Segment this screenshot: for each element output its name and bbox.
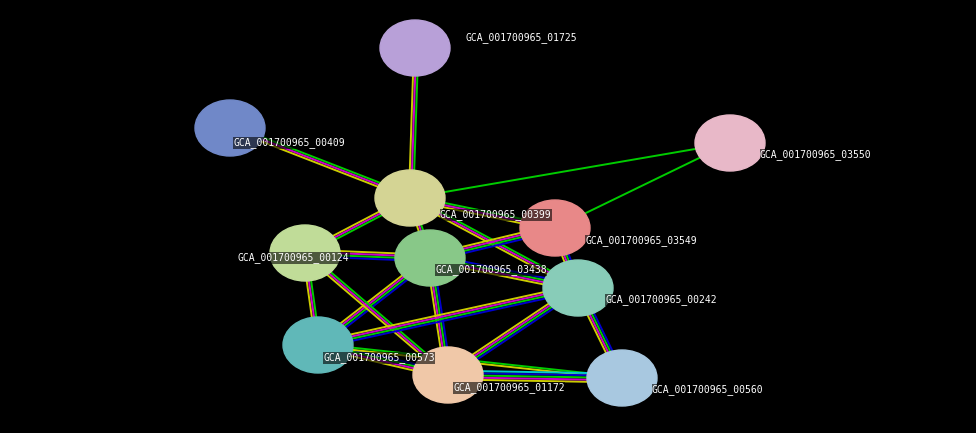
Ellipse shape — [283, 317, 353, 373]
Ellipse shape — [380, 20, 450, 76]
Ellipse shape — [195, 100, 265, 156]
Ellipse shape — [270, 225, 340, 281]
Ellipse shape — [375, 170, 445, 226]
Text: GCA_001700965_00560: GCA_001700965_00560 — [652, 385, 763, 395]
Ellipse shape — [395, 230, 465, 286]
Ellipse shape — [520, 200, 590, 256]
Text: GCA_001700965_00573: GCA_001700965_00573 — [323, 352, 434, 363]
Ellipse shape — [587, 350, 657, 406]
Text: GCA_001700965_00242: GCA_001700965_00242 — [605, 294, 716, 305]
Text: GCA_001700965_01725: GCA_001700965_01725 — [465, 32, 577, 43]
Text: GCA_001700965_03438: GCA_001700965_03438 — [435, 265, 547, 275]
Text: GCA_001700965_00409: GCA_001700965_00409 — [233, 138, 345, 149]
Ellipse shape — [695, 115, 765, 171]
Text: GCA_001700965_00399: GCA_001700965_00399 — [440, 210, 551, 220]
Text: GCA_001700965_00124: GCA_001700965_00124 — [238, 252, 349, 263]
Ellipse shape — [413, 347, 483, 403]
Text: GCA_001700965_03549: GCA_001700965_03549 — [585, 236, 697, 246]
Ellipse shape — [543, 260, 613, 316]
Text: GCA_001700965_01172: GCA_001700965_01172 — [453, 382, 565, 394]
Text: GCA_001700965_03550: GCA_001700965_03550 — [760, 149, 872, 161]
